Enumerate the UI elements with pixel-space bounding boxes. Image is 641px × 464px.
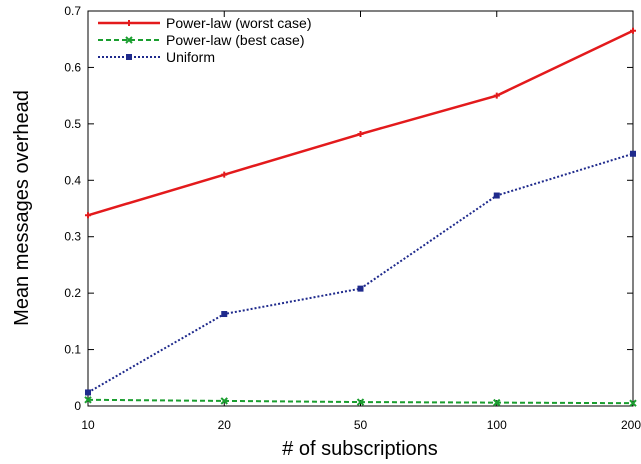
x-tick-label: 50 [354,418,368,432]
x-tick-label: 20 [218,418,232,432]
legend-entry: Uniform [98,49,215,65]
x-tick-label: 10 [81,418,95,432]
axis-ticks: 10 20 50 100 200 0 0.1 0.2 0.3 0.4 0.5 0.6 0.7 [64,4,641,432]
data-point-marker [629,399,637,407]
data-point-marker [220,397,228,405]
series-layer [84,27,637,407]
data-point-marker [85,389,91,396]
data-point-marker [85,212,91,219]
x-axis-title: # of subscriptions [282,438,438,460]
legend-label: Uniform [166,49,215,65]
y-tick-label: 0.5 [64,117,81,131]
y-tick-label: 0.2 [64,286,81,300]
series-line [87,152,634,394]
legend-entry: Power-law (worst case) [98,15,311,31]
y-tick-label: 0.1 [64,343,81,357]
series-2 [84,396,637,407]
y-tick-label: 0.7 [64,4,81,18]
data-point-marker [126,20,132,26]
y-tick-label: 0.6 [64,60,81,74]
data-point-marker [493,398,501,407]
series-1 [85,27,636,219]
data-point-marker [221,311,228,318]
data-point-marker [630,150,636,157]
x-tick-label: 100 [487,418,507,432]
data-point-marker [356,398,365,406]
data-point-marker [84,396,92,404]
legend: Power-law (worst case)Power-law (best ca… [98,15,311,65]
y-tick-label: 0.4 [64,173,81,187]
series-3 [85,150,636,396]
legend-entry: Power-law (best case) [98,32,305,48]
data-point-marker [357,131,364,138]
data-point-marker [493,92,500,99]
legend-label: Power-law (best case) [166,32,305,48]
y-axis-title: Mean messages overhead [11,90,33,326]
data-point-marker [357,285,364,292]
x-tick-label: 200 [621,418,641,432]
y-tick-label: 0 [74,399,81,413]
y-tick-label: 0.3 [64,230,81,244]
legend-label: Power-law (worst case) [166,15,311,31]
data-point-marker [221,171,228,178]
data-point-marker [125,36,133,44]
data-point-marker [630,27,636,34]
data-point-marker [126,54,132,60]
data-point-marker [493,192,500,199]
